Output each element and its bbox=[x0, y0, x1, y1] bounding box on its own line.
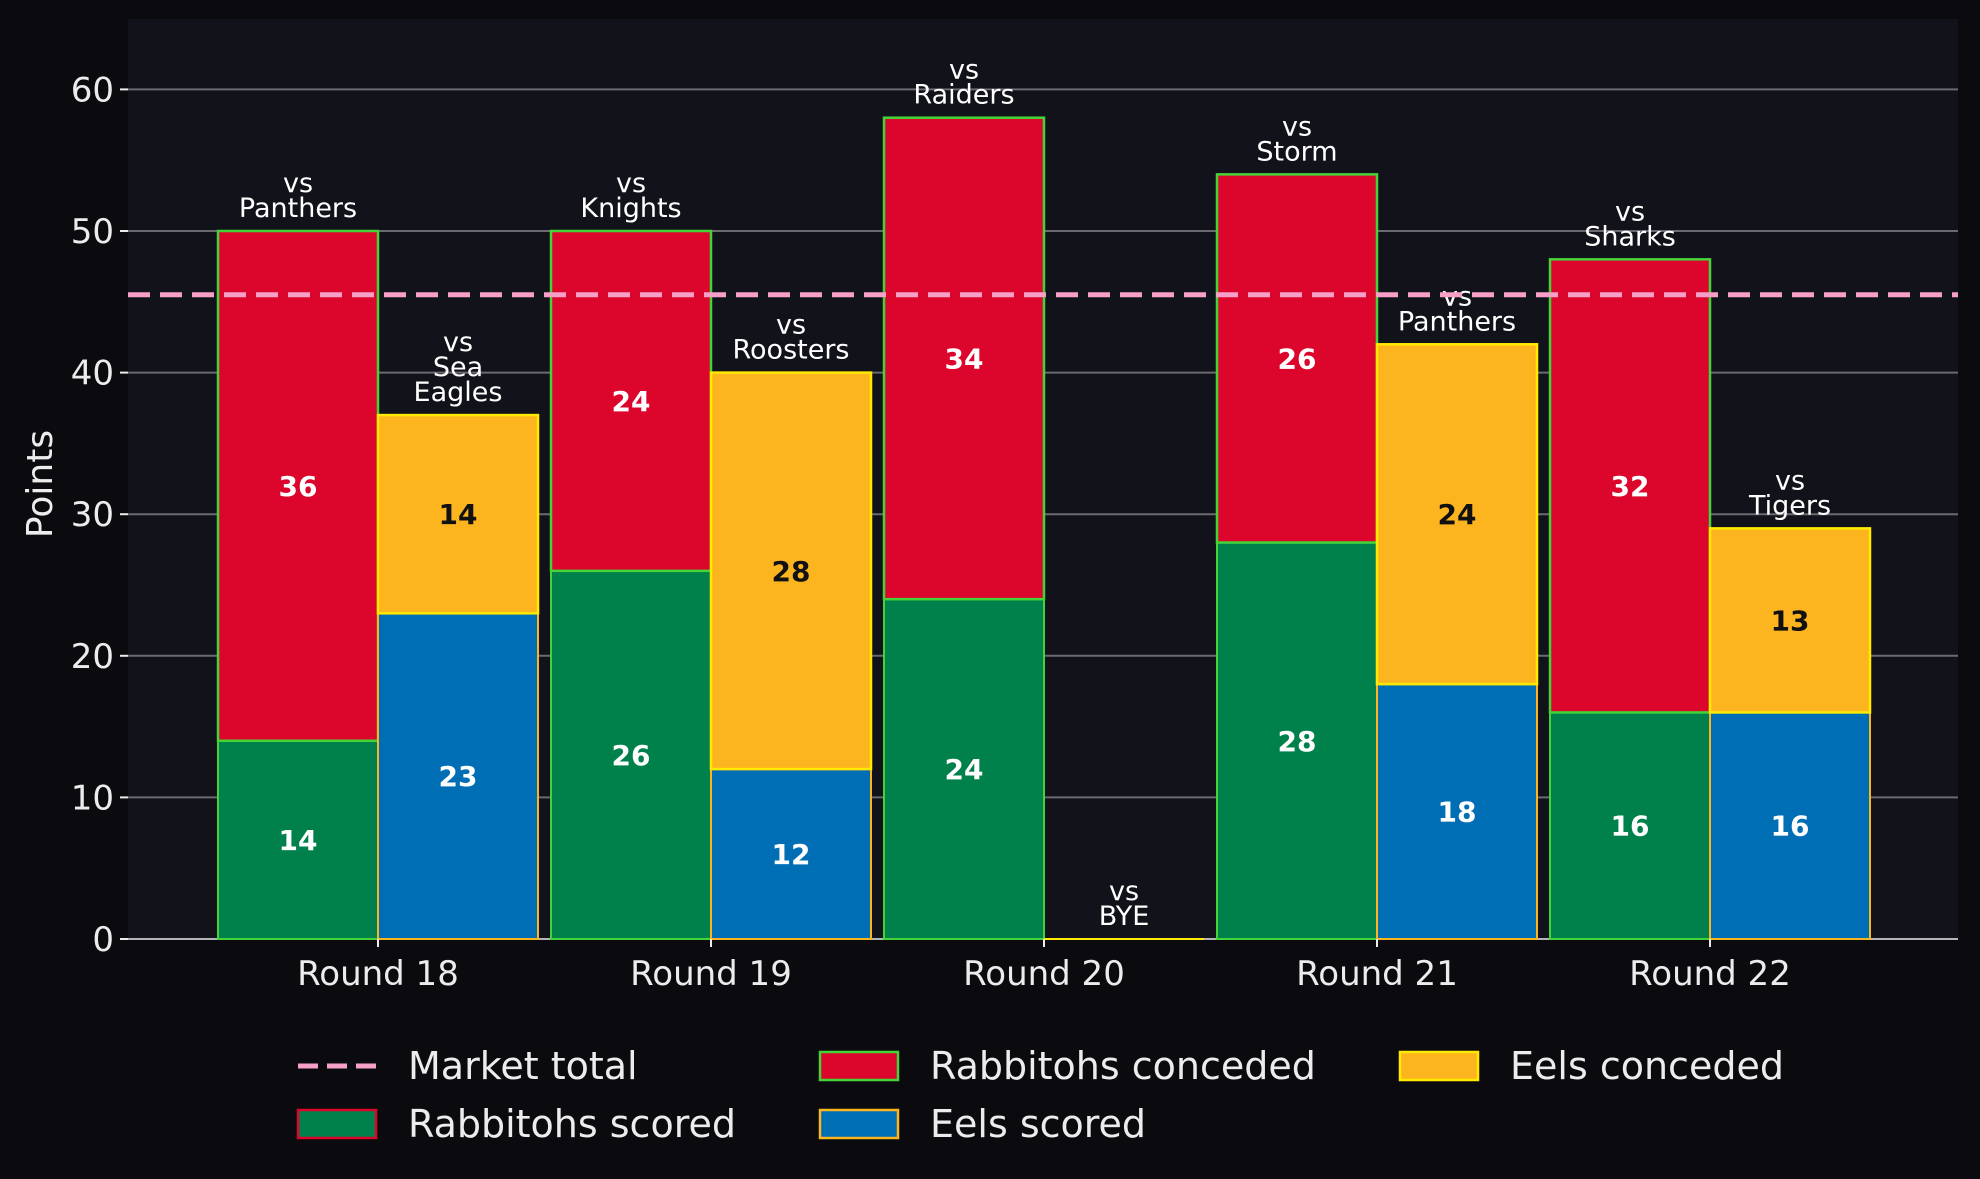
legend-swatch bbox=[818, 1050, 900, 1082]
rabbitohs-conceded-bar bbox=[1215, 173, 1379, 544]
y-tick-label: 50 bbox=[71, 212, 114, 252]
eels-scored-label: 23 bbox=[439, 760, 478, 793]
eels-scored-label: 18 bbox=[1438, 796, 1477, 829]
eels-conceded-label: 13 bbox=[1771, 604, 1810, 637]
legend-item: Eels scored bbox=[818, 1102, 1146, 1146]
y-axis-label: Points bbox=[20, 430, 61, 538]
x-axis: Round 18 Round 19 Round 20 Round 21 Round 22 bbox=[297, 939, 1791, 994]
rabbitohs-opponent-label: vs bbox=[616, 168, 646, 199]
y-tick-label: 30 bbox=[71, 495, 114, 535]
rabbitohs-opponent-label: Knights bbox=[580, 193, 681, 224]
legend-swatch bbox=[1398, 1050, 1480, 1082]
x-tick-label: Round 20 bbox=[963, 954, 1125, 994]
eels-opponent-label: vs bbox=[776, 310, 806, 341]
y-tick-label: 20 bbox=[71, 637, 114, 677]
eels-opponent-label: BYE bbox=[1099, 901, 1150, 932]
rabbitohs-scored-label: 16 bbox=[1611, 810, 1650, 843]
rabbitohs-conceded-label: 34 bbox=[945, 342, 984, 375]
y-tick-label: 60 bbox=[71, 70, 114, 110]
rabbitohs-opponent-label: Sharks bbox=[1584, 221, 1676, 252]
rabbitohs-opponent-label: vs bbox=[949, 55, 979, 86]
eels-opponent-label: Panthers bbox=[1398, 306, 1516, 337]
rabbitohs-opponent-label: Storm bbox=[1256, 136, 1337, 167]
rabbitohs-conceded-label: 26 bbox=[1278, 342, 1317, 375]
eels-opponent-label: vs bbox=[443, 327, 473, 358]
rabbitohs-conceded-label: 32 bbox=[1611, 470, 1650, 503]
y-tick-label: 0 bbox=[92, 920, 114, 960]
rabbitohs-conceded-label: 24 bbox=[612, 385, 651, 418]
eels-conceded-bar bbox=[1708, 527, 1872, 714]
legend-label: Eels scored bbox=[930, 1102, 1146, 1146]
legend-label: Rabbitohs scored bbox=[408, 1102, 736, 1146]
eels-opponent-label: Roosters bbox=[732, 335, 849, 366]
eels-conceded-bar bbox=[1375, 343, 1539, 686]
eels-scored-label: 16 bbox=[1771, 810, 1810, 843]
rabbitohs-opponent-label: Raiders bbox=[913, 80, 1014, 111]
rabbitohs-conceded-bar bbox=[216, 229, 380, 743]
eels-bar-4: 1824vsPanthers bbox=[1375, 281, 1539, 940]
eels-opponent-label: Sea bbox=[433, 352, 483, 383]
eels-conceded-label: 14 bbox=[439, 498, 478, 531]
rabbitohs-opponent-label: vs bbox=[1615, 196, 1645, 227]
legend: Market total Rabbitohs scored Rabbitohs co… bbox=[296, 1044, 1784, 1146]
eels-conceded-label: 24 bbox=[1438, 498, 1477, 531]
rabbitohs-scored-label: 24 bbox=[945, 753, 984, 786]
legend-label: Market total bbox=[408, 1044, 638, 1088]
eels-opponent-label: vs bbox=[1775, 465, 1805, 496]
eels-conceded-bar bbox=[376, 413, 540, 615]
legend-swatch bbox=[296, 1108, 378, 1140]
rabbitohs-scored-bar bbox=[1549, 711, 1711, 940]
rabbitohs-opponent-label: vs bbox=[1282, 111, 1312, 142]
rabbitohs-conceded-bar bbox=[882, 116, 1046, 601]
rabbitohs-conceded-label: 36 bbox=[279, 470, 318, 503]
bars: 1436vsPanthers2314vsSeaEagles2624vsKnigh… bbox=[216, 55, 1872, 941]
eels-scored-bar bbox=[1709, 711, 1871, 940]
rabbitohs-scored-bar bbox=[1216, 541, 1378, 941]
rabbitohs-conceded-bar bbox=[1548, 258, 1712, 714]
eels-conceded-label: 28 bbox=[772, 555, 811, 588]
legend-item: Market total bbox=[298, 1044, 638, 1088]
rabbitohs-scored-label: 28 bbox=[1278, 725, 1317, 758]
eels-scored-bar bbox=[377, 612, 539, 940]
eels-conceded-bar bbox=[709, 371, 873, 771]
eels-opponent-label: vs bbox=[1109, 876, 1139, 907]
rabbitohs-opponent-label: vs bbox=[283, 168, 313, 199]
eels-scored-bar bbox=[710, 768, 872, 941]
legend-swatch bbox=[818, 1108, 900, 1140]
y-tick-label: 10 bbox=[71, 778, 114, 818]
x-tick-label: Round 21 bbox=[1296, 954, 1458, 994]
legend-item: Rabbitohs scored bbox=[296, 1102, 736, 1146]
rabbitohs-scored-bar bbox=[217, 739, 379, 941]
legend-item: Eels conceded bbox=[1398, 1044, 1784, 1088]
legend-label: Eels conceded bbox=[1510, 1044, 1784, 1088]
rabbitohs-opponent-label: Panthers bbox=[239, 193, 357, 224]
x-tick-label: Round 22 bbox=[1629, 954, 1791, 994]
legend-item: Rabbitohs conceded bbox=[818, 1044, 1316, 1088]
y-tick-label: 40 bbox=[71, 354, 114, 394]
rabbitohs-scored-label: 26 bbox=[612, 739, 651, 772]
x-tick-label: Round 19 bbox=[630, 954, 792, 994]
legend-label: Rabbitohs conceded bbox=[930, 1044, 1316, 1088]
eels-opponent-label: Tigers bbox=[1748, 490, 1831, 521]
rabbitohs-scored-label: 14 bbox=[279, 824, 318, 857]
eels-opponent-label: Eagles bbox=[414, 377, 503, 408]
x-tick-label: Round 18 bbox=[297, 954, 459, 994]
eels-scored-label: 12 bbox=[772, 838, 811, 871]
